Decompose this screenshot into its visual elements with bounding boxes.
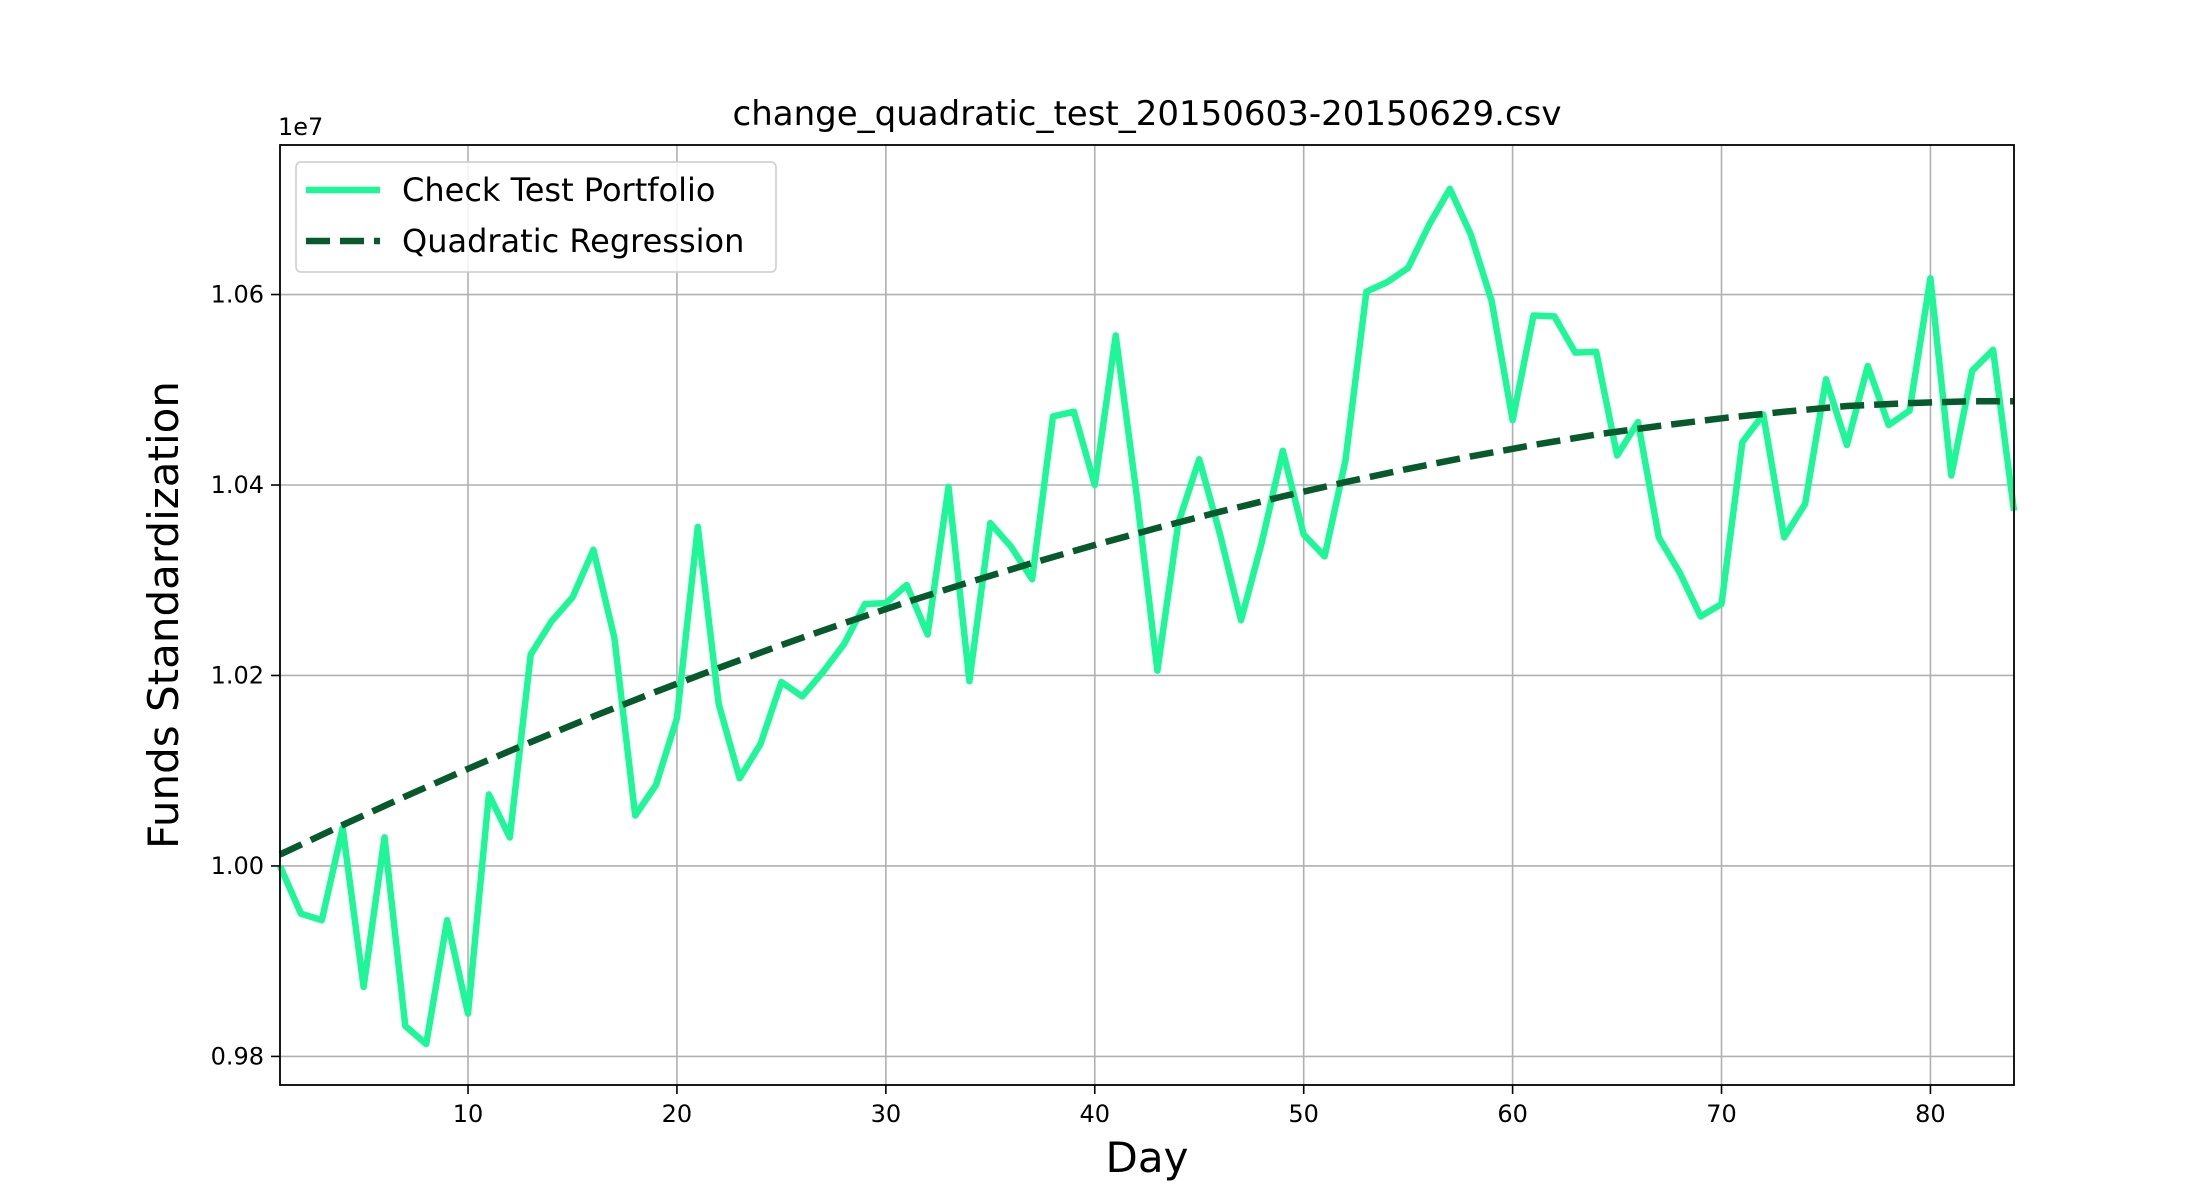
x-tick-label: 50 xyxy=(1288,1100,1319,1128)
x-tick-label: 70 xyxy=(1706,1100,1737,1128)
x-tick-label: 80 xyxy=(1915,1100,1946,1128)
x-axis-label: Day xyxy=(1106,1133,1189,1182)
series-layer xyxy=(277,185,2018,1048)
y-tick-label: 1.02 xyxy=(211,661,264,689)
legend-label-quadratic-regression: Quadratic Regression xyxy=(402,222,744,260)
x-tick-label: 30 xyxy=(871,1100,902,1128)
legend-box xyxy=(295,161,777,273)
series-line-quadratic-regression xyxy=(278,397,2014,858)
x-tick-label: 10 xyxy=(453,1100,484,1128)
plot-frame xyxy=(279,144,2015,1086)
x-tick-label: 20 xyxy=(662,1100,693,1128)
y-tick-label: 1.06 xyxy=(211,281,264,309)
grid xyxy=(280,145,2014,1085)
x-tick-label: 60 xyxy=(1497,1100,1528,1128)
chart-title: change_quadratic_test_20150603-20150629.… xyxy=(733,94,1562,134)
ticks: 10 20 30 40 50 60 70 80 0.98 1.00 1.02 1.04 1.06 xyxy=(211,281,1946,1128)
y-tick-label: 1.00 xyxy=(211,852,264,880)
x-tick-label: 40 xyxy=(1079,1100,1110,1128)
legend: Check Test Portfolio Quadratic Regressio… xyxy=(295,161,777,273)
series-line-check-test-portfolio xyxy=(277,185,2018,1048)
y-axis-offset-label: 1e7 xyxy=(278,113,323,141)
legend-label-check-test-portfolio: Check Test Portfolio xyxy=(402,171,715,209)
y-tick-label: 1.04 xyxy=(211,471,264,499)
y-tick-label: 0.98 xyxy=(211,1042,264,1070)
y-axis-label: Funds Standardization xyxy=(139,381,188,849)
